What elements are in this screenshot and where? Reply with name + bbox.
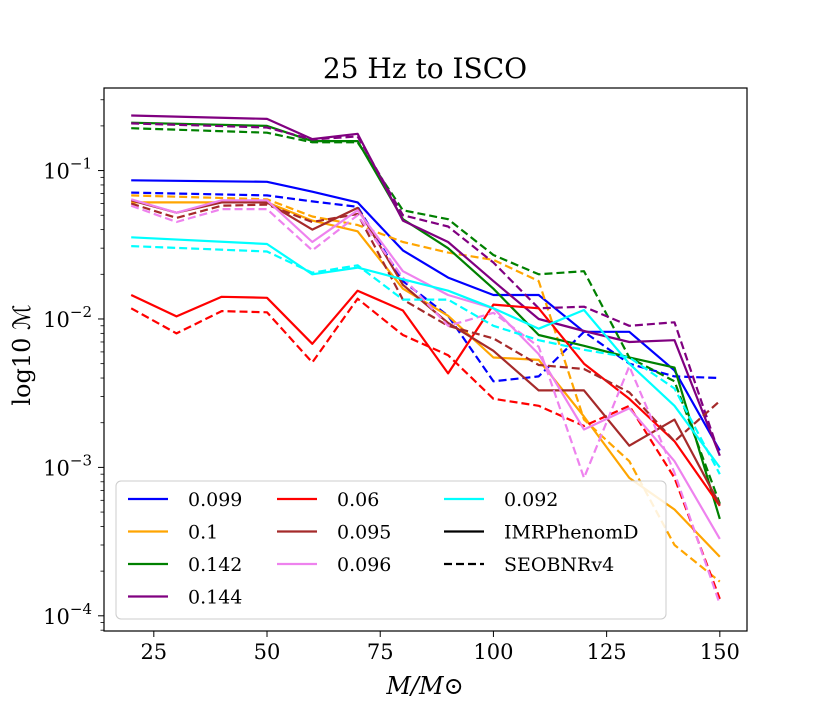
plot-frame: [103, 87, 748, 632]
legend-box: [115, 480, 667, 620]
axis-layer: 25 50 75 100 125 150 10−4 10−3 10−2 10−1: [43, 99, 740, 664]
series-line-0_144-seobnrv4: [131, 122, 721, 456]
series-line-0_099-imrphenomd: [131, 179, 721, 452]
legend: 0.099 0.1 0.142 0.144 0.06 0.095 0.096 0.092 IMR…: [115, 480, 667, 620]
x-tick-label: 100: [473, 640, 513, 664]
legend-label: 0.096: [337, 554, 391, 576]
y-tick-label: 10−2: [43, 303, 92, 332]
legend-label: 0.1: [188, 522, 218, 544]
y-tick-label: 10−1: [43, 155, 92, 184]
legend-label: 0.142: [188, 554, 242, 576]
legend-label: 0.06: [337, 489, 379, 511]
x-tick-label: 25: [140, 640, 167, 664]
x-tick-label: 75: [367, 640, 394, 664]
x-tick-label: 50: [254, 640, 281, 664]
legend-label: IMRPhenomD: [504, 522, 638, 544]
series-line-0_06-imrphenomd: [130, 289, 721, 507]
x-axis-label: M/M⊙: [385, 672, 463, 700]
legend-label: 0.144: [188, 587, 242, 609]
series-line-0_092-seobnrv4: [131, 245, 721, 475]
series-line-0_095-seobnrv4: [130, 202, 721, 443]
series-line-0_142-seobnrv4: [131, 127, 721, 504]
series-line-0_095-imrphenomd: [130, 199, 721, 506]
series-layer: [130, 114, 721, 605]
series-line-0_144-imrphenomd: [131, 114, 721, 457]
legend-label: 0.092: [504, 489, 558, 511]
series-line-0_096-imrphenomd: [130, 198, 721, 540]
x-tick-label: 125: [587, 640, 627, 664]
x-tick-label: 150: [700, 640, 740, 664]
legend-label: 0.099: [188, 489, 242, 511]
y-tick-label: 10−3: [43, 451, 92, 480]
chart-title: 25 Hz to ISCO: [323, 52, 527, 85]
y-axis-label: log10 ℳ: [8, 304, 36, 405]
series-line-0_1-seobnrv4: [131, 194, 721, 583]
series-line-0_096-seobnrv4: [130, 204, 721, 605]
legend-label: SEOBNRv4: [504, 554, 614, 576]
series-line-0_06-seobnrv4: [130, 297, 721, 600]
y-tick-label: 10−4: [43, 600, 92, 629]
series-line-0_099-seobnrv4: [131, 191, 720, 383]
legend-label: 0.095: [337, 522, 391, 544]
series-line-0_092-imrphenomd: [131, 236, 721, 469]
